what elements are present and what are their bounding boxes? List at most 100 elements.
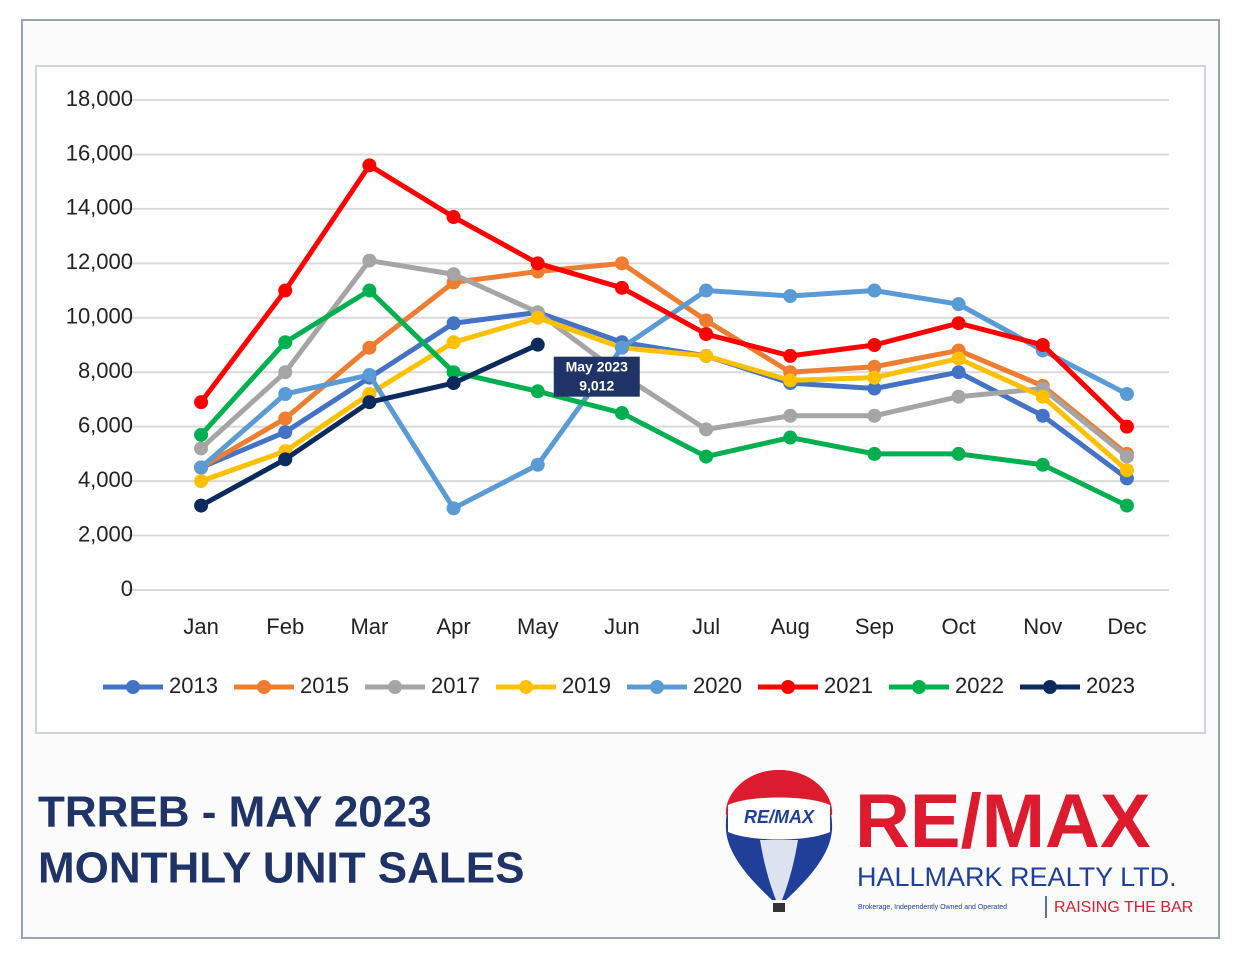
footer-title: TRREB - MAY 2023 bbox=[38, 788, 432, 837]
point bbox=[362, 253, 377, 268]
basket bbox=[773, 903, 785, 912]
point bbox=[278, 335, 293, 350]
slogan: RAISING THE BAR bbox=[1054, 899, 1193, 916]
y-tick-label: 6,000 bbox=[78, 412, 133, 437]
x-tick-label: Jun bbox=[604, 614, 639, 639]
y-tick-label: 16,000 bbox=[66, 140, 133, 165]
legend-marker bbox=[519, 680, 533, 694]
y-tick-label: 0 bbox=[121, 576, 133, 601]
y-tick-label: 8,000 bbox=[78, 358, 133, 383]
legend-label: 2013 bbox=[169, 673, 218, 698]
point bbox=[614, 280, 629, 295]
point bbox=[530, 384, 545, 399]
point bbox=[951, 297, 966, 312]
point bbox=[194, 460, 209, 475]
y-tick-label: 10,000 bbox=[66, 304, 133, 329]
y-tick-label: 2,000 bbox=[78, 521, 133, 546]
x-tick-label: Sep bbox=[855, 614, 894, 639]
point bbox=[278, 283, 293, 298]
point bbox=[951, 446, 966, 461]
point bbox=[194, 427, 209, 442]
series-line bbox=[199, 260, 1129, 470]
balloon-logo: RE/MAX bbox=[725, 770, 833, 912]
footer-title: MONTHLY UNIT SALES bbox=[38, 844, 525, 893]
point bbox=[951, 351, 966, 366]
point bbox=[446, 501, 461, 516]
point bbox=[867, 359, 882, 374]
point bbox=[278, 387, 293, 401]
disclaimer: Brokerage, Independently Owned and Opera… bbox=[858, 904, 1007, 911]
point bbox=[362, 283, 377, 298]
y-tick-label: 4,000 bbox=[78, 467, 133, 492]
point bbox=[783, 373, 798, 388]
x-tick-label: May bbox=[517, 614, 559, 639]
point bbox=[446, 267, 461, 282]
x-tick-label: Feb bbox=[266, 614, 304, 639]
legend-label: 2019 bbox=[562, 673, 611, 698]
point bbox=[783, 430, 798, 445]
point bbox=[446, 365, 461, 380]
x-tick-label: Jul bbox=[692, 614, 720, 639]
annotation-box bbox=[553, 356, 640, 397]
x-tick-label: Jan bbox=[183, 614, 218, 639]
point bbox=[867, 338, 882, 352]
point bbox=[951, 316, 966, 331]
x-tick-label: Nov bbox=[1023, 614, 1062, 639]
point bbox=[362, 158, 377, 173]
series-line bbox=[200, 315, 1129, 484]
point bbox=[699, 283, 714, 298]
point bbox=[362, 395, 377, 410]
point bbox=[867, 446, 882, 461]
point bbox=[530, 256, 545, 271]
legend-marker bbox=[126, 680, 140, 694]
series-line bbox=[200, 309, 1129, 481]
point bbox=[867, 370, 882, 385]
point bbox=[1119, 463, 1134, 478]
point bbox=[951, 389, 966, 404]
point bbox=[867, 381, 882, 396]
point bbox=[699, 348, 714, 363]
point bbox=[530, 457, 545, 472]
point bbox=[446, 210, 461, 225]
point bbox=[278, 425, 293, 440]
point bbox=[530, 337, 545, 352]
legend-label: 2020 bbox=[693, 673, 742, 698]
series-line bbox=[199, 288, 1129, 508]
point bbox=[1035, 389, 1050, 404]
legend-marker bbox=[257, 680, 271, 694]
point bbox=[446, 335, 461, 350]
point bbox=[194, 441, 209, 456]
point bbox=[699, 327, 714, 342]
point bbox=[699, 449, 714, 464]
legend-label: 2015 bbox=[300, 673, 349, 698]
legend-marker bbox=[781, 680, 795, 694]
point bbox=[1119, 498, 1134, 513]
y-tick-label: 12,000 bbox=[66, 249, 133, 274]
balloon-band bbox=[728, 797, 830, 840]
point bbox=[1035, 408, 1050, 423]
annotation-text: 9,012 bbox=[579, 377, 614, 393]
point bbox=[783, 348, 798, 363]
point bbox=[530, 310, 545, 325]
point bbox=[446, 376, 461, 391]
x-tick-label: Apr bbox=[436, 614, 470, 639]
legend-marker bbox=[650, 680, 664, 694]
point bbox=[783, 408, 798, 423]
point bbox=[362, 340, 377, 355]
point bbox=[614, 256, 629, 271]
legend-marker bbox=[388, 680, 402, 694]
point bbox=[1035, 338, 1050, 352]
point bbox=[278, 365, 293, 380]
point bbox=[1119, 419, 1134, 434]
legend-label: 2022 bbox=[955, 673, 1004, 698]
point bbox=[614, 406, 629, 421]
company: HALLMARK REALTY LTD. bbox=[857, 862, 1177, 892]
point bbox=[699, 422, 714, 437]
point bbox=[867, 408, 882, 423]
point bbox=[362, 367, 377, 382]
point bbox=[783, 289, 798, 303]
point bbox=[614, 340, 629, 355]
plot: 0 2,000 4,000 6,000 8,000 10,000 12,000 14,000 1… bbox=[66, 86, 1169, 698]
